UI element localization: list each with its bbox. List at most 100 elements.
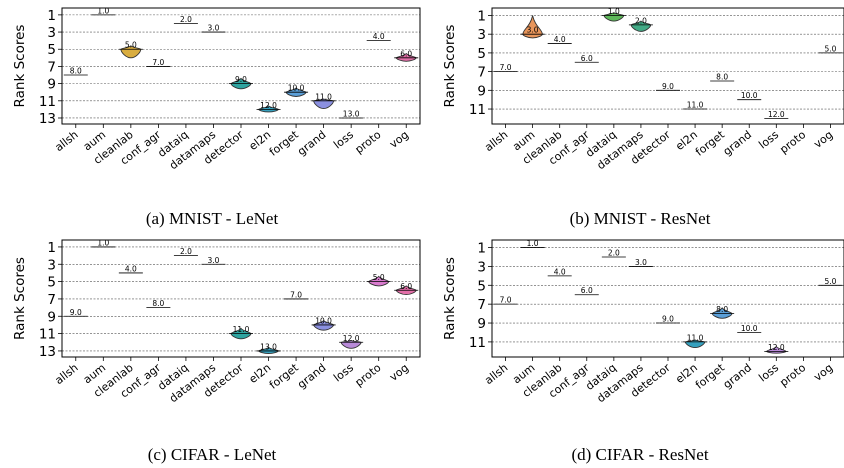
data-label-conf-agr: 7.0 xyxy=(152,58,164,67)
y-axis-title: Rank Scores xyxy=(12,25,28,108)
panel-caption: (c) CIFAR - LeNet xyxy=(148,445,277,464)
data-label-detector: 9.0 xyxy=(235,75,247,84)
data-label-dataiq: 2.0 xyxy=(608,248,620,257)
data-label-conf-agr: 6.0 xyxy=(581,54,593,63)
violin-forget xyxy=(711,307,733,319)
data-label-proto: 4.0 xyxy=(373,32,385,41)
y-tick-label: 7 xyxy=(477,297,486,313)
y-tick-label: 3 xyxy=(47,257,56,273)
violin-cleanlab xyxy=(120,45,142,59)
category-label-proto: proto xyxy=(353,128,384,156)
category-label-vog: vog xyxy=(387,128,411,151)
data-label-aum: 1.0 xyxy=(527,239,539,248)
data-label-allsh: 7.0 xyxy=(500,296,512,305)
data-label-el2n: 11.0 xyxy=(687,333,704,342)
category-label-proto: proto xyxy=(353,361,384,389)
data-label-detector: 9.0 xyxy=(662,82,674,91)
data-label-loss: 12.0 xyxy=(343,334,360,343)
data-label-aum: 1.0 xyxy=(97,6,109,15)
category-label-forget: forget xyxy=(267,128,302,159)
y-tick-label: 7 xyxy=(47,292,56,308)
violin-vog xyxy=(395,52,417,62)
data-label-loss: 13.0 xyxy=(343,109,360,118)
violin-proto xyxy=(368,275,390,287)
y-tick-label: 5 xyxy=(477,46,486,62)
data-label-cleanlab: 5.0 xyxy=(125,41,137,50)
y-tick-label: 5 xyxy=(47,275,56,291)
y-tick-label: 11 xyxy=(39,94,56,110)
data-label-forget: 10.0 xyxy=(288,84,305,93)
data-label-detector: 9.0 xyxy=(662,315,674,324)
category-label-allsh: allsh xyxy=(482,128,510,154)
y-tick-label: 1 xyxy=(477,241,486,257)
y-tick-label: 11 xyxy=(469,335,486,351)
data-label-dataiq: 2.0 xyxy=(180,15,192,24)
y-axis-title: Rank Scores xyxy=(12,257,28,340)
y-tick-label: 9 xyxy=(477,316,486,332)
violin-grand xyxy=(313,319,334,331)
y-tick-label: 13 xyxy=(39,344,56,360)
data-label-datamaps: 3.0 xyxy=(207,256,219,265)
y-tick-label: 7 xyxy=(477,65,486,81)
category-label-grand: grand xyxy=(295,128,328,158)
y-tick-label: 11 xyxy=(39,327,56,343)
y-tick-label: 5 xyxy=(47,42,56,58)
data-label-datamaps: 2.0 xyxy=(635,16,647,25)
category-label-forget: forget xyxy=(693,128,728,159)
category-label-forget: forget xyxy=(267,361,302,392)
y-tick-label: 3 xyxy=(477,259,486,275)
category-label-forget: forget xyxy=(693,361,728,392)
data-label-grand: 10.0 xyxy=(741,91,758,100)
data-label-allsh: 7.0 xyxy=(500,63,512,72)
y-tick-label: 1 xyxy=(47,8,56,24)
category-label-vog: vog xyxy=(811,361,835,384)
data-label-conf-agr: 8.0 xyxy=(152,299,164,308)
category-label-grand: grand xyxy=(295,361,328,391)
data-label-proto: 5.0 xyxy=(373,273,385,282)
category-label-vog: vog xyxy=(387,361,411,384)
data-label-grand: 10.0 xyxy=(315,316,332,325)
y-tick-label: 3 xyxy=(477,27,486,43)
data-label-el2n: 13.0 xyxy=(260,342,277,351)
data-label-loss: 12.0 xyxy=(768,343,785,352)
data-label-grand: 10.0 xyxy=(741,324,758,333)
data-label-el2n: 11.0 xyxy=(687,101,704,110)
data-label-vog: 5.0 xyxy=(824,277,836,286)
data-label-dataiq: 1.0 xyxy=(608,7,620,16)
data-label-conf-agr: 6.0 xyxy=(581,286,593,295)
panel-caption: (d) CIFAR - ResNet xyxy=(571,445,708,464)
data-label-loss: 12.0 xyxy=(768,110,785,119)
data-label-detector: 11.0 xyxy=(233,325,250,334)
y-tick-label: 1 xyxy=(47,240,56,256)
data-label-allsh: 9.0 xyxy=(70,308,82,317)
violin-el2n xyxy=(258,105,279,113)
data-label-grand: 11.0 xyxy=(315,92,332,101)
data-label-cleanlab: 4.0 xyxy=(125,264,137,273)
y-tick-label: 9 xyxy=(47,77,56,93)
plot-frame xyxy=(61,239,421,358)
violin-el2n xyxy=(258,346,279,354)
data-label-cleanlab: 4.0 xyxy=(554,35,566,44)
plot-frame xyxy=(61,7,421,125)
category-label-proto: proto xyxy=(777,128,808,156)
category-label-vog: vog xyxy=(811,128,835,151)
category-label-allsh: allsh xyxy=(52,361,80,387)
data-label-vog: 6.0 xyxy=(400,282,412,291)
data-label-vog: 6.0 xyxy=(400,49,412,58)
y-tick-label: 9 xyxy=(477,83,486,99)
plot-frame xyxy=(491,239,844,358)
y-axis-title: Rank Scores xyxy=(442,25,458,108)
y-tick-label: 5 xyxy=(477,278,486,294)
data-label-el2n: 12.0 xyxy=(260,101,277,110)
data-label-vog: 5.0 xyxy=(824,44,836,53)
data-label-aum: 1.0 xyxy=(97,238,109,247)
data-label-cleanlab: 4.0 xyxy=(554,267,566,276)
category-label-allsh: allsh xyxy=(52,128,80,154)
y-tick-label: 3 xyxy=(47,25,56,41)
category-label-allsh: allsh xyxy=(482,361,510,387)
violin-aum xyxy=(522,15,543,39)
